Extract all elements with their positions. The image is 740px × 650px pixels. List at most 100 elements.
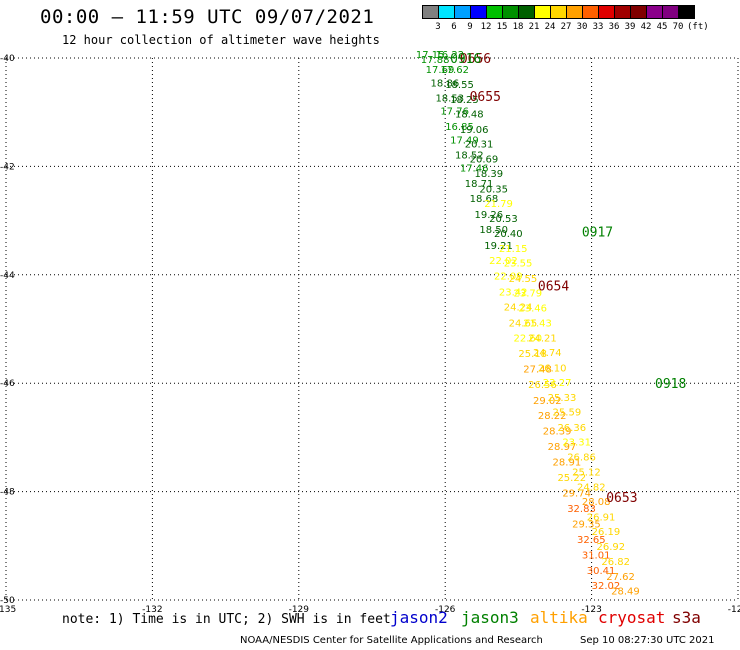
swh-value-label: 20.40 [494,229,523,240]
swh-value-label: 22.60 [514,333,543,344]
swh-value-label: 17.49 [450,136,479,147]
swh-value-label: 18.71 [465,179,494,190]
color-scale-label: 15 [496,22,508,32]
swh-value-label: 24.74 [533,348,562,359]
swh-value-label: 25.59 [553,408,582,419]
footer-credit: NOAA/NESDIS Center for Satellite Applica… [240,635,543,646]
footer-note: note: 1) Time is in UTC; 2) SWH is in fe… [62,612,391,627]
lon-tick-label: -126 [435,605,456,615]
lat-tick-label: -40 [0,54,15,64]
swh-value-label: 20.69 [470,155,499,166]
lat-tick-label: -42 [0,162,15,172]
swh-value-label: 18.50 [479,225,508,236]
swh-value-label: 28.97 [548,442,577,453]
swh-value-label: 26.92 [596,542,625,553]
pass-time-label: 0653 [606,491,637,506]
swh-value-label: 18.48 [455,110,484,121]
swh-value-label: 31.01 [582,550,611,561]
color-scale-label: 42 [640,22,652,32]
swh-value-label: 23.31 [562,438,591,449]
swh-value-label: 21.15 [499,244,528,255]
swh-value-label: 29.35 [572,519,601,530]
color-scale-label: 33 [592,22,604,32]
legend-entry-jason2: jason2 [390,608,448,627]
color-scale-label: 36 [608,22,620,32]
pass-time-label: 0656 [460,52,491,67]
color-scale-label: 39 [624,22,636,32]
swh-value-label: 24.21 [528,333,557,344]
swh-value-label: 25.22 [557,473,586,484]
lon-tick-label: -123 [581,605,601,615]
color-scale-label: 6 [451,22,457,32]
map-title: 00:00 — 11:59 UTC 09/07/2021 [40,6,375,28]
color-scale-label: 9 [467,22,473,32]
swh-value-label: 22.02 [489,256,518,267]
color-scale-label: 30 [576,22,588,32]
lat-tick-label: -44 [0,271,15,281]
pass-time-label: 0917 [582,225,613,240]
lat-tick-label: -50 [0,596,15,606]
pass-time-label: 0655 [470,90,501,105]
pass-time-label: 0916 [450,52,481,67]
footer-timestamp: Sep 10 08:27:30 UTC 2021 [580,635,715,646]
color-scale-bar [422,5,695,19]
swh-value-label: 17.62 [440,65,469,76]
swh-value-label: 32.65 [577,535,606,546]
color-scale-label: 12 [480,22,492,32]
swh-value-label: 24.55 [509,274,538,285]
color-scale-label: 70 [672,22,684,32]
swh-value-label: 26.10 [538,363,567,374]
swh-value-label: 28.08 [582,497,611,508]
swh-value-label: 32.02 [592,581,621,592]
swh-value-label: 18.55 [445,80,474,91]
swh-value-label: 20.35 [479,184,508,195]
swh-value-label: 18.53 [435,93,464,104]
swh-value-label: 17.88 [421,55,450,66]
swh-value-label: 24.65 [509,318,538,329]
color-scale-label: 27 [560,22,572,32]
color-scale-label: 21 [528,22,540,32]
swh-value-label: 32.83 [567,504,596,515]
color-scale-label: 24 [544,22,556,32]
color-scale-label: 3 [435,22,441,32]
swh-value-label: 23.27 [543,378,572,389]
swh-value-label: 30.41 [587,566,616,577]
swh-value-label: 18.25 [450,95,479,106]
swh-value-label: 23.79 [514,288,543,299]
swh-value-label: 29.02 [533,396,562,407]
map-subtitle: 12 hour collection of altimeter wave hei… [62,33,380,47]
swh-value-label: 26.86 [567,453,596,464]
swh-value-label: 21.43 [523,318,552,329]
legend-entry-s3a: s3a [672,608,701,627]
swh-value-label: 28.49 [611,587,640,598]
swh-value-label: 17.46 [460,163,489,174]
swh-value-label: 25.18 [518,349,547,360]
color-scale-label: 18 [512,22,524,32]
swh-value-label: 28.91 [553,458,582,469]
legend-entry-cryosat: cryosat [598,608,666,627]
swh-value-label: 20.31 [465,139,494,150]
lat-tick-label: -48 [0,488,15,498]
swh-value-label: 18.52 [455,150,484,161]
lat-tick-label: -46 [0,379,15,389]
swh-value-label: 24.82 [577,483,606,494]
lon-tick-label: -135 [0,605,16,615]
lon-tick-label: -120 [728,605,740,615]
legend-entry-altika: altika [530,608,588,627]
swh-value-label: 27.48 [523,364,552,375]
swh-value-label: 17.76 [440,106,469,117]
swh-value-label: 19.26 [474,210,503,221]
swh-value-label: 24.24 [504,303,533,314]
swh-value-label: 28.22 [538,411,567,422]
color-scale-labels: 3 6 9 12 15 18 21 24 27 30 33 36 39 42 45 70 (ft) [422,22,740,34]
swh-value-label: 26.91 [587,512,616,523]
swh-value-label: 19.06 [460,125,489,136]
swh-value-label: 20.53 [489,214,518,225]
swh-value-label: 23.55 [504,259,533,270]
swh-value-label: 16.85 [445,122,474,133]
swh-value-label: 17.69 [426,65,455,76]
legend-entry-jason3: jason3 [461,608,519,627]
swh-value-label: 19.21 [484,241,513,252]
